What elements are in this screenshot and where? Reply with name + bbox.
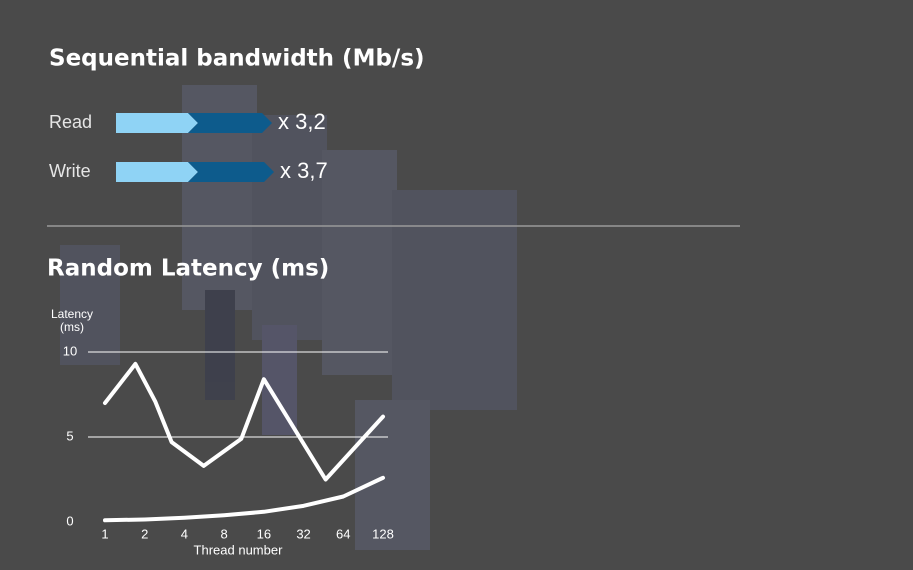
row-label: Read	[49, 112, 92, 132]
x-tick-label: 16	[257, 526, 271, 541]
arrow-dark	[188, 113, 272, 133]
x-tick-label: 128	[372, 526, 394, 541]
arrow-dark	[188, 162, 274, 182]
row-factor: x 3,2	[278, 109, 326, 134]
arrow-light	[116, 162, 198, 182]
background-illustration	[60, 85, 517, 550]
x-tick-label: 4	[181, 526, 188, 541]
y-tick-label: 5	[66, 428, 73, 443]
bandwidth-title: Sequential bandwidth (Mb/s)	[49, 46, 425, 72]
arrow-light	[116, 113, 198, 133]
row-factor: x 3,7	[280, 158, 328, 183]
line-series	[103, 475, 385, 523]
x-tick-label: 8	[221, 526, 228, 541]
chart-title: Random Latency (ms)	[47, 256, 329, 282]
x-tick-label: 2	[141, 526, 148, 541]
x-axis-label: Thread number	[194, 542, 284, 557]
line-series	[103, 361, 385, 482]
x-tick-label: 64	[336, 526, 350, 541]
row-label: Write	[49, 161, 91, 181]
x-tick-label: 32	[296, 526, 310, 541]
y-tick-label: 10	[63, 343, 77, 358]
x-tick-label: 1	[101, 526, 108, 541]
y-tick-label: 0	[66, 513, 73, 528]
y-axis-label: Latency (ms)	[50, 307, 94, 334]
